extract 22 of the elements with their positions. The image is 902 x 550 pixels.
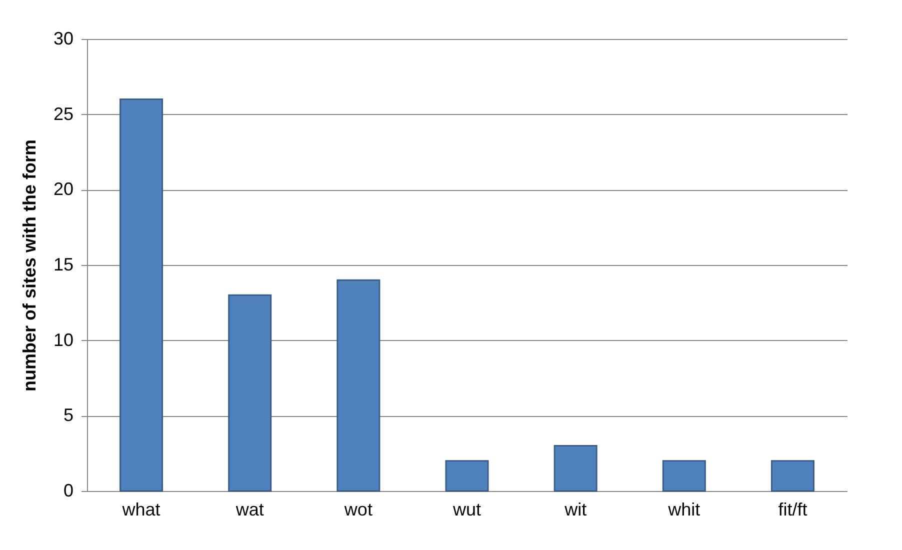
y-tick-label: 0 (63, 480, 74, 500)
y-axis-title: number of sites with the form (19, 139, 40, 392)
bar (336, 279, 380, 492)
x-tick-label: wit (564, 500, 587, 520)
bar (662, 460, 706, 492)
x-tick-label: what (121, 500, 160, 520)
y-tick-label: 10 (53, 330, 74, 350)
bar (445, 460, 489, 492)
x-tick-label: wut (452, 500, 482, 520)
y-tick-label: 20 (53, 179, 74, 200)
y-tick-label: 5 (63, 405, 74, 426)
bar (770, 460, 814, 492)
bar (554, 445, 598, 492)
bar (120, 98, 164, 492)
y-tick-label: 30 (53, 28, 74, 48)
x-tick-label: wat (234, 500, 264, 520)
y-tick-label: 15 (53, 254, 74, 274)
x-tick-label: fit/ft (778, 500, 808, 520)
y-tick-label: 25 (53, 104, 74, 124)
x-tick-label: wot (343, 500, 372, 520)
bar (228, 294, 272, 492)
x-tick-label: whit (667, 500, 700, 520)
